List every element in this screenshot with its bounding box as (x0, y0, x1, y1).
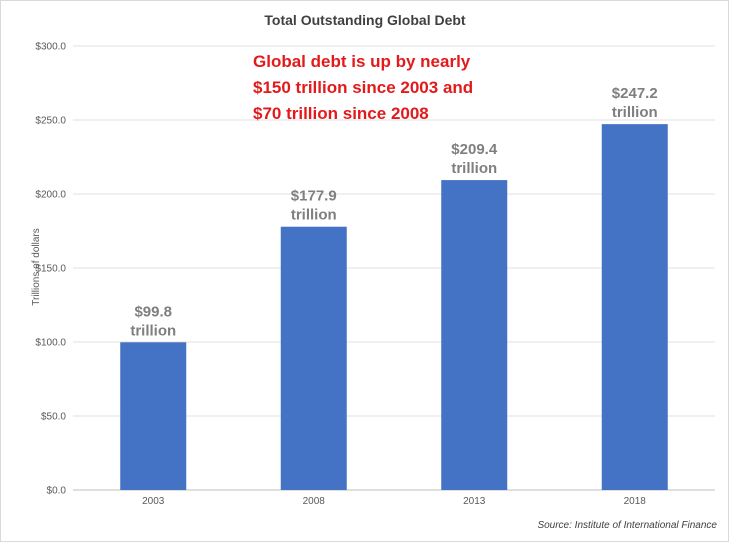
bar (120, 342, 187, 490)
y-tick-label: $50.0 (41, 412, 66, 423)
bar (280, 226, 347, 490)
bars (120, 124, 668, 491)
data-label-unit: trillion (130, 322, 176, 339)
data-label-value: $209.4 (451, 141, 498, 158)
data-label-value: $247.2 (612, 85, 658, 102)
y-tick-label: $100.0 (35, 338, 66, 349)
data-labels: $99.8 trillion $177.9 trillion $209.4 trillio… (130, 85, 657, 339)
x-axis-ticks: 2003 2008 2013 2018 (142, 496, 646, 507)
x-tick-label: 2008 (303, 496, 326, 507)
y-axis-ticks: $0.0 $50.0 $100.0 $150.0 $200.0 $250.0 $300.0 (35, 42, 66, 497)
y-tick-label: $150.0 (35, 264, 66, 275)
source-note: Source: Institute of International Finan… (537, 520, 717, 531)
data-label-value: $177.9 (291, 188, 337, 205)
y-axis-label: Trillions of dollars (31, 228, 42, 305)
y-tick-label: $300.0 (35, 42, 66, 53)
x-tick-label: 2018 (624, 496, 647, 507)
data-label-value: $99.8 (134, 303, 172, 320)
annotation-line: Global debt is up by nearly (253, 52, 471, 71)
annotation-line: $70 trillion since 2008 (253, 104, 429, 123)
bar (601, 124, 668, 491)
annotation: Global debt is up by nearly $150 trillion… (253, 52, 473, 123)
y-tick-label: $0.0 (47, 486, 67, 497)
x-tick-label: 2013 (463, 496, 486, 507)
y-tick-label: $250.0 (35, 116, 66, 127)
data-label-unit: trillion (612, 104, 658, 121)
data-label-unit: trillion (451, 160, 497, 177)
x-tick-label: 2003 (142, 496, 165, 507)
chart-title: Total Outstanding Global Debt (264, 12, 466, 28)
annotation-line: $150 trillion since 2003 and (253, 78, 473, 97)
y-tick-label: $200.0 (35, 190, 66, 201)
bar (441, 180, 508, 490)
data-label-unit: trillion (291, 207, 337, 224)
